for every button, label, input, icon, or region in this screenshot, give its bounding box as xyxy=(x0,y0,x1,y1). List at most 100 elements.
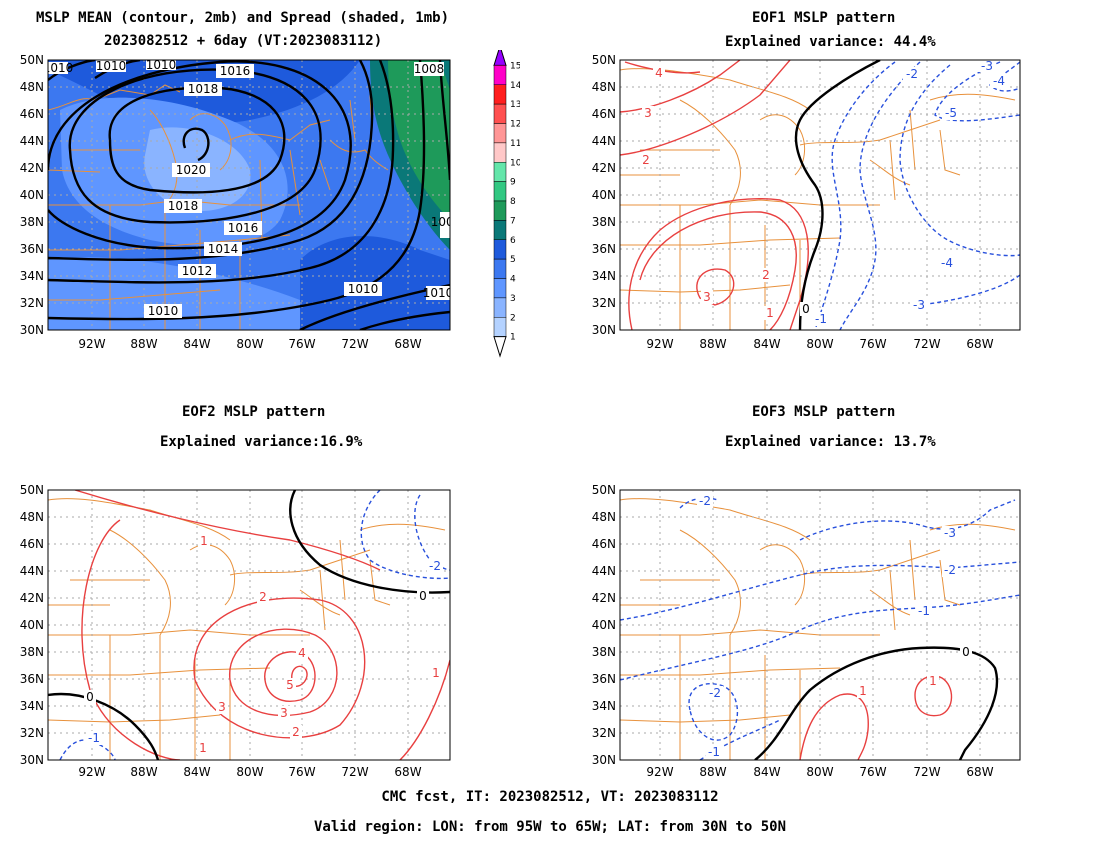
label-pos-3-south: 3 xyxy=(278,706,290,720)
svg-text:1018: 1018 xyxy=(168,199,199,213)
svg-text:34N: 34N xyxy=(20,699,44,713)
svg-text:-2: -2 xyxy=(709,686,721,700)
svg-text:1010: 1010 xyxy=(423,286,454,300)
svg-text:80W: 80W xyxy=(236,765,263,779)
zero-contour xyxy=(794,60,881,330)
panel3-subtitle: Explained variance:16.9% xyxy=(160,434,363,450)
isobar-label-1016-north: 1016 xyxy=(216,64,254,78)
colorbar-swatch xyxy=(493,317,507,337)
svg-text:40N: 40N xyxy=(592,618,616,632)
panel2-lat-ticks: 50N 48N 46N 44N 42N 40N 38N 36N 34N 32N 30N xyxy=(592,53,616,337)
map-gridlines xyxy=(48,490,450,760)
svg-text:30N: 30N xyxy=(592,323,616,337)
colorbar-label: 8 xyxy=(510,197,516,207)
label-neg-3-south: -3 xyxy=(910,298,928,312)
lat-tick-32n: 32N xyxy=(20,296,44,310)
svg-text:76W: 76W xyxy=(859,337,886,351)
svg-text:-3: -3 xyxy=(913,298,925,312)
label-zero: 0 xyxy=(960,645,972,659)
svg-text:-3: -3 xyxy=(944,526,956,540)
panel1-title: MSLP MEAN (contour, 2mb) and Spread (sha… xyxy=(36,10,450,26)
eof2-contour-labels: 1 2 4 5 3 3 2 1 1 0 -1 -2 0 xyxy=(84,534,443,755)
svg-text:76W: 76W xyxy=(288,765,315,779)
lon-tick-76w: 76W xyxy=(288,337,315,351)
colorbar-swatch xyxy=(493,123,507,144)
isobar-label-1010-nw1: 1010 xyxy=(43,61,74,75)
svg-text:0: 0 xyxy=(802,302,810,316)
colorbar-label: 7 xyxy=(510,216,516,226)
panel4-eof3-map: -2 -3 -2 -1 0 -2 -1 1 1 50N 48N 46N 44N 42… xyxy=(592,483,1021,779)
svg-text:42N: 42N xyxy=(20,591,44,605)
svg-text:46N: 46N xyxy=(592,107,616,121)
panel2-eof1-map: 4 3 2 3 2 1 0 -1 -2 -3 -4 -5 -4 -3 50N48… xyxy=(592,53,1021,351)
svg-text:2: 2 xyxy=(762,268,770,282)
label-pos-2-south: 2 xyxy=(760,268,772,282)
svg-text:1016: 1016 xyxy=(220,64,251,78)
svg-text:80W: 80W xyxy=(806,765,833,779)
isobar-contours xyxy=(48,60,450,330)
footer-valid-region: Valid region: LON: from 95W to 65W; LAT:… xyxy=(313,819,786,835)
label-pos-1: 1 xyxy=(764,306,776,320)
spread-shading-ocean-green xyxy=(388,60,450,220)
svg-text:76W: 76W xyxy=(859,765,886,779)
isobar-label-1010-southwest: 1010 xyxy=(144,304,182,318)
svg-text:48N: 48N xyxy=(592,510,616,524)
colorbar-bottom-arrow xyxy=(493,336,507,358)
svg-text:1014: 1014 xyxy=(208,242,239,256)
lat-tick-36n: 36N xyxy=(20,242,44,256)
panel1-lon-ticks: 92W 88W 84W 80W 76W 72W 68W xyxy=(78,337,421,351)
svg-text:1: 1 xyxy=(432,666,440,680)
label-neg-2: -2 xyxy=(903,67,921,81)
isobar-labels: 1016 1018 1020 1018 1016 1014 1012 1010 … xyxy=(43,58,454,318)
zero-contour-southwest xyxy=(48,692,160,760)
colorbar-label: 4 xyxy=(510,275,516,285)
label-neg-4-east: -4 xyxy=(938,256,956,270)
colorbar-swatch xyxy=(493,181,507,202)
panel1-subtitle: 2023082512 + 6day (VT:2023083112) xyxy=(104,33,383,49)
label-neg-1-north: -1 xyxy=(916,604,932,618)
isobar-label-1016-south: 1016 xyxy=(224,221,262,235)
colorbar-label: 1 xyxy=(510,333,516,343)
svg-text:42N: 42N xyxy=(592,161,616,175)
svg-text:44N: 44N xyxy=(592,564,616,578)
svg-text:3: 3 xyxy=(280,706,288,720)
label-zero: 0 xyxy=(800,302,812,316)
lat-tick-48n: 48N xyxy=(20,80,44,94)
state-borders xyxy=(48,84,389,330)
svg-text:-3: -3 xyxy=(981,59,993,73)
label-pos-3-north: 3 xyxy=(642,106,654,120)
svg-text:36N: 36N xyxy=(592,672,616,686)
svg-text:68W: 68W xyxy=(394,765,421,779)
svg-text:1010: 1010 xyxy=(43,61,74,75)
svg-text:46N: 46N xyxy=(20,537,44,551)
label-neg-2-north: -2 xyxy=(697,494,713,508)
svg-text:44N: 44N xyxy=(20,564,44,578)
lat-tick-44n: 44N xyxy=(20,134,44,148)
svg-text:40N: 40N xyxy=(20,618,44,632)
label-neg-3-north: -3 xyxy=(978,59,996,73)
svg-text:-5: -5 xyxy=(945,106,957,120)
svg-text:-1: -1 xyxy=(88,731,100,745)
lon-tick-72w: 72W xyxy=(341,337,368,351)
panel4-frame xyxy=(619,489,1021,761)
svg-text:0: 0 xyxy=(419,589,427,603)
colorbar-swatch xyxy=(493,162,507,182)
svg-text:1: 1 xyxy=(929,674,937,688)
svg-text:72W: 72W xyxy=(913,765,940,779)
svg-text:38N: 38N xyxy=(20,645,44,659)
svg-text:1020: 1020 xyxy=(176,163,207,177)
svg-text:1010: 1010 xyxy=(146,58,177,72)
colorbar-swatch xyxy=(493,239,507,260)
svg-text:72W: 72W xyxy=(913,337,940,351)
panel1-frame xyxy=(47,59,451,331)
svg-text:3: 3 xyxy=(703,290,711,304)
svg-text:3: 3 xyxy=(218,700,226,714)
isobar-label-1020: 1020 xyxy=(172,163,210,177)
svg-text:84W: 84W xyxy=(753,337,780,351)
map-gridlines xyxy=(620,60,1020,330)
isobar-label-1010-edge: 1010 xyxy=(423,286,454,300)
lat-tick-34n: 34N xyxy=(20,269,44,283)
svg-text:1008: 1008 xyxy=(414,62,445,76)
